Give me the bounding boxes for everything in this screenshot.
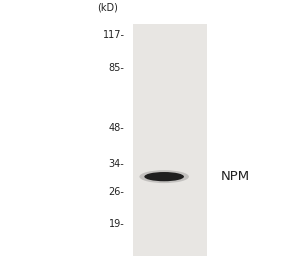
Text: 26-: 26- [109, 187, 125, 197]
Text: (kD): (kD) [97, 3, 118, 13]
Ellipse shape [139, 170, 189, 183]
Text: 85-: 85- [109, 63, 125, 73]
Text: 48-: 48- [109, 123, 125, 133]
Text: 19-: 19- [109, 219, 125, 229]
FancyBboxPatch shape [133, 24, 207, 256]
Text: 34-: 34- [109, 159, 125, 169]
Text: NPM: NPM [221, 170, 250, 183]
Ellipse shape [144, 172, 184, 181]
Text: 117-: 117- [102, 30, 125, 40]
